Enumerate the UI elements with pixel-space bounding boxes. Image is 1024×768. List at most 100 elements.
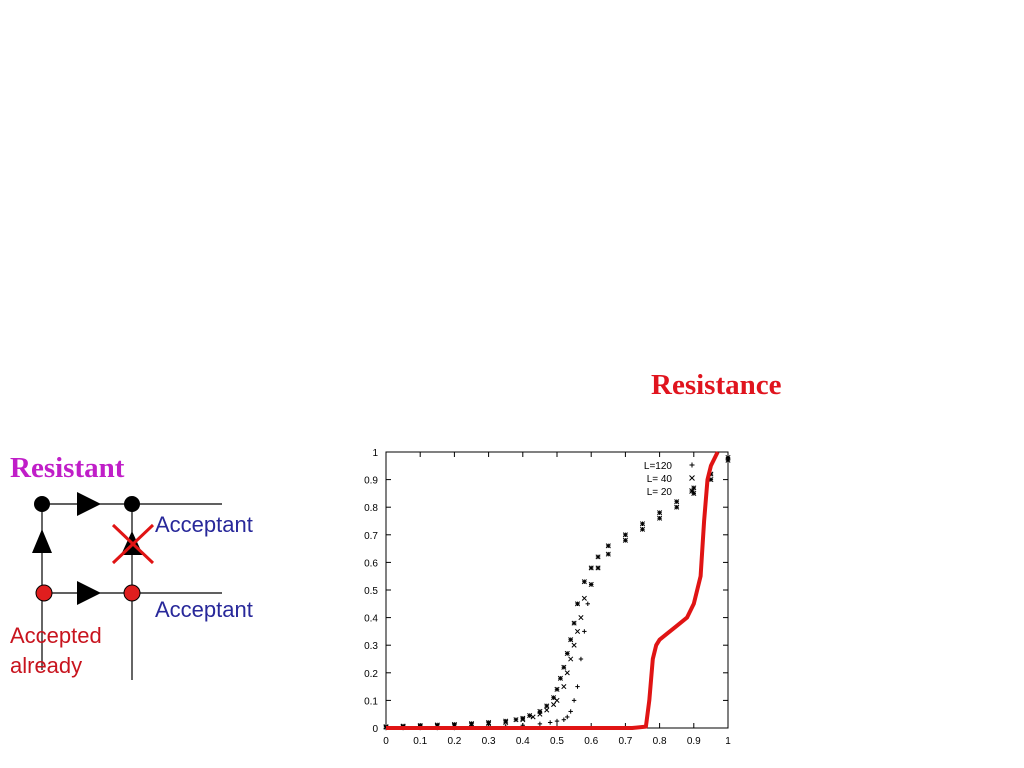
data-point [568,709,573,714]
data-point [451,721,457,727]
resistance-chart: 0 0.1 0.2 0.3 0.4 0.5 0.6 0.7 0.8 0.9 1 0 0.1 0.2 0.3 0… [364,448,731,747]
data-point [605,543,611,549]
data-point [568,656,574,662]
y-tick-label: 0.2 [364,669,378,680]
data-point [564,670,570,676]
y-tick-label: 0.4 [364,614,378,625]
data-point [691,485,697,491]
node-red-accepted [123,584,141,602]
data-point [527,713,533,719]
accepted-already-line2: already [10,653,83,678]
lattice-diagram [32,492,222,680]
data-point [639,521,646,527]
data-point [544,707,550,713]
resistant-label: Resistant [10,452,125,484]
legend-marker [689,462,695,468]
x-tick-label: 0.8 [653,736,667,747]
data-point [565,714,570,720]
data-point [581,579,587,585]
data-point [575,684,580,689]
node-black [124,496,140,512]
x-tick-label: 0.5 [550,736,564,747]
data-point [622,532,628,538]
x-tick-label: 0.6 [584,736,598,747]
blocked-cross-icon [111,523,155,565]
data-point [551,695,557,701]
red-transition-curve [386,451,720,730]
arrow-right-top [77,492,101,516]
data-point [657,515,663,521]
data-point [674,499,680,505]
data-point [544,703,550,709]
data-point [622,537,628,543]
chart-title: Resistance [651,369,782,401]
data-point [554,718,560,724]
x-tick-label: 0.9 [687,736,701,747]
legend-label: L=120 [644,461,673,472]
x-tick-label: 0.7 [618,736,632,747]
data-point [588,581,594,588]
x-tick-label: 0.1 [413,736,427,747]
data-point [537,708,543,714]
data-point [574,601,581,607]
data-point [554,686,560,692]
data-point [595,565,601,571]
data-point [561,664,567,670]
data-point [520,715,526,721]
legend-marker [689,475,695,481]
data-point [571,698,577,703]
data-point [561,684,567,690]
data-point [513,717,519,723]
data-point [674,504,680,510]
x-tick-label: 1 [725,736,731,747]
x-tick-label: 0.2 [447,736,461,747]
data-point [537,721,543,727]
y-tick-label: 0.9 [364,476,378,487]
acceptant-label-top: Acceptant [155,512,253,537]
accepted-already-label: Accepted already [10,621,102,681]
data-point [605,551,611,557]
arrow-up-left [32,529,52,553]
data-point [571,642,577,648]
data-point [557,675,563,681]
y-tick-label: 0.3 [364,641,378,652]
data-point [468,721,475,727]
x-tick-label: 0 [383,736,389,747]
x-tick-label: 0.3 [482,736,496,747]
legend-label: L= 20 [647,487,673,498]
y-tick-label: 0.8 [364,503,378,514]
acceptant-label-bottom: Acceptant [155,597,253,622]
data-point [588,565,594,571]
y-tick-label: 0.7 [364,531,378,542]
plot-frame [385,451,729,729]
data-point [595,554,601,560]
data-point [578,656,584,662]
y-tick-label: 0.1 [364,696,378,707]
data-point [582,629,587,634]
data-point [574,628,581,634]
data-point [691,490,697,496]
data-point [503,718,509,724]
data-point [568,637,574,643]
legend-label: L= 40 [647,474,673,485]
node-red-accepted [35,584,53,602]
data-point [571,620,577,626]
y-tick-label: 0 [372,724,378,735]
data-point [486,719,492,726]
y-tick-label: 0.5 [364,586,378,597]
data-point [564,650,570,657]
y-tick-label: 1 [372,448,378,459]
y-tick-label: 0.6 [364,558,378,569]
data-point [561,717,567,722]
x-tick-label: 0.4 [516,736,530,747]
data-point [551,701,557,708]
data-point [585,601,590,606]
data-point [639,526,646,532]
data-point [725,454,731,461]
arrow-right-bottom [77,581,101,605]
data-point [578,615,584,621]
accepted-already-line1: Accepted [10,623,102,648]
node-black [34,496,50,512]
data-point [547,720,553,725]
data-point [581,595,587,601]
